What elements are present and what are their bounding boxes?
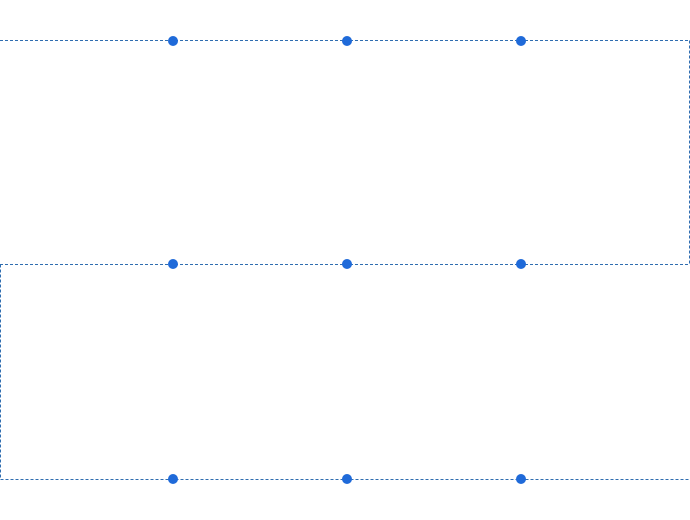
resize-handle[interactable] bbox=[516, 474, 526, 484]
resize-handle[interactable] bbox=[342, 259, 352, 269]
upper-frame bbox=[0, 40, 690, 265]
resize-handle[interactable] bbox=[168, 36, 178, 46]
lower-frame bbox=[0, 264, 690, 480]
resize-handle[interactable] bbox=[342, 36, 352, 46]
handles bbox=[168, 36, 526, 484]
resize-handle[interactable] bbox=[168, 474, 178, 484]
resize-handle[interactable] bbox=[168, 259, 178, 269]
resize-handle[interactable] bbox=[342, 474, 352, 484]
resize-handle[interactable] bbox=[516, 259, 526, 269]
resize-handle[interactable] bbox=[516, 36, 526, 46]
